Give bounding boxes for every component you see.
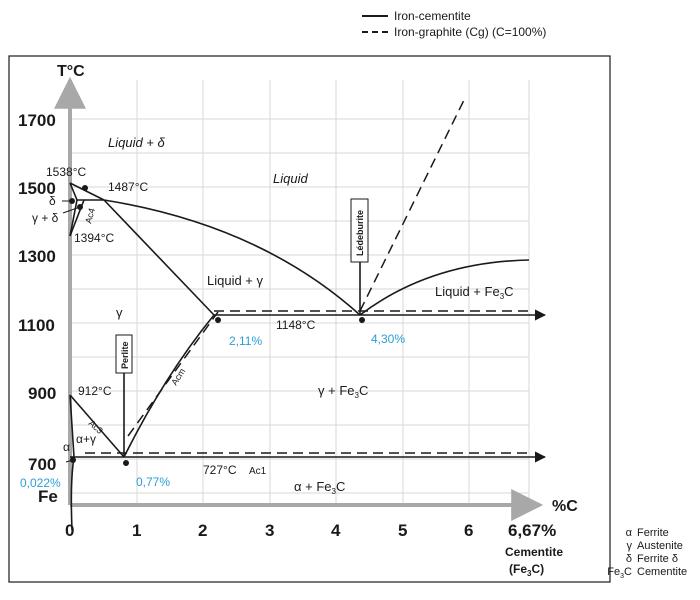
region-gamma: γ <box>116 305 123 320</box>
label-1487: 1487°C <box>108 180 148 194</box>
point-077 <box>123 460 129 466</box>
label-912: 912°C <box>78 384 112 398</box>
key-row-austenite: γ Austenite <box>604 540 687 553</box>
ac3-line <box>69 394 125 458</box>
legend-dashed-label: Iron-graphite (Cg) (C=100%) <box>394 25 547 39</box>
y-tick-1700: 1700 <box>18 111 56 130</box>
key-row-cementite: Fe3C Cementite <box>604 566 687 583</box>
perlite-label: Perlite <box>120 341 130 369</box>
y-tick-1100: 1100 <box>18 316 55 335</box>
perlite-box <box>115 334 133 374</box>
grid <box>70 80 530 505</box>
label-alpha: α <box>63 440 70 454</box>
liquidus-gamma-line <box>103 199 361 316</box>
label-delta: δ <box>49 194 56 208</box>
point-430 <box>359 317 365 323</box>
region-liquid-gamma: Liquid + γ <box>207 273 264 288</box>
x-end-label-cementite: Cementite <box>505 545 563 559</box>
label-gamma-delta: γ + δ <box>32 211 59 225</box>
region-gamma-fe3c: γ + Fe3C <box>318 383 368 400</box>
y-tick-1300: 1300 <box>18 247 56 266</box>
y-tick-700: 700 <box>28 455 56 474</box>
legend-solid-swatch <box>362 15 388 17</box>
diagram-frame <box>8 55 611 583</box>
region-liquid-delta: Liquid + δ <box>108 135 166 150</box>
alpha-gamma-left-line <box>69 394 75 458</box>
label-211: 2,11% <box>229 334 262 348</box>
legend-solid-label: Iron-cementite <box>394 9 471 23</box>
legend-dashed: Iron-graphite (Cg) (C=100%) <box>362 24 612 40</box>
y-tick-900: 900 <box>28 384 56 403</box>
region-alpha-fe3c: α + Fe3C <box>294 479 345 496</box>
liquidus-cementite-line <box>359 259 530 316</box>
graphite-acm-line <box>127 311 219 437</box>
delta-liquidus-line <box>69 182 105 201</box>
graphite-lines <box>85 95 529 454</box>
x-tick-3: 3 <box>265 521 274 540</box>
key-points <box>69 185 365 466</box>
line-label-ac4: Ac4 <box>83 207 97 225</box>
key-name-austenite: Austenite <box>637 540 683 552</box>
region-liquid: Liquid <box>273 171 308 186</box>
key-symbol-alpha: α <box>625 527 632 539</box>
key-symbol-delta: δ <box>625 553 632 565</box>
label-1394: 1394°C <box>74 231 114 245</box>
x-tick-6: 6 <box>464 521 473 540</box>
y-axis-title: T°C <box>57 63 85 80</box>
label-430: 4,30% <box>371 332 405 346</box>
phase-key: α Ferrite γ Austenite δ Ferrite δ Fe3C C… <box>604 527 687 583</box>
key-name-ferrite-delta: Ferrite δ <box>637 553 678 565</box>
key-row-ferrite-delta: δ Ferrite δ <box>604 553 687 566</box>
label-0022: 0,022% <box>20 476 61 490</box>
ac4-line <box>69 199 78 237</box>
solidus-gamma-line <box>103 199 215 316</box>
x-axis-title: %C <box>552 498 578 515</box>
graphite-liquidus-line <box>359 95 467 312</box>
label-077: 0,77% <box>136 475 170 489</box>
delta-solidus-line <box>69 182 78 201</box>
acm-line <box>123 314 215 458</box>
key-name-cementite: Cementite <box>637 566 688 578</box>
line-label-acm: Acm <box>169 366 187 387</box>
point-1487 <box>82 185 88 191</box>
label-1148: 1148°C <box>276 318 316 332</box>
legend: Iron-cementite Iron-graphite (Cg) (C=100… <box>362 8 612 40</box>
ledeburite-box <box>350 198 369 263</box>
key-row-ferrite: α Ferrite <box>604 527 687 540</box>
x-tick-0: 0 <box>65 521 74 540</box>
x-tick-5: 5 <box>398 521 407 540</box>
key-symbol-fe3c: Fe3C <box>607 566 632 581</box>
region-liquid-fe3c: Liquid + Fe3C <box>435 284 514 301</box>
x-end-label-formula: (Fe3C) <box>509 562 544 578</box>
label-alpha-gamma: α+γ <box>76 432 96 446</box>
y-bottom-label: Fe <box>38 487 58 506</box>
phase-lines <box>69 182 547 531</box>
legend-solid: Iron-cementite <box>362 8 612 24</box>
point-211 <box>215 317 221 323</box>
x-tick-1: 1 <box>132 521 141 540</box>
ledeburite-label: Lédeburite <box>355 210 365 256</box>
x-end-tick: 6,67% <box>508 521 556 540</box>
legend-dashed-swatch <box>362 31 388 33</box>
leader-lines <box>62 200 81 463</box>
label-727: 727°C <box>203 463 237 477</box>
key-name-ferrite: Ferrite <box>637 527 669 539</box>
x-tick-2: 2 <box>198 521 207 540</box>
label-1538: 1538°C <box>46 165 86 179</box>
key-symbol-gamma: γ <box>626 540 633 552</box>
y-tick-1500: 1500 <box>18 179 56 198</box>
x-tick-4: 4 <box>331 521 341 540</box>
line-label-ac1: Ac1 <box>249 466 267 477</box>
